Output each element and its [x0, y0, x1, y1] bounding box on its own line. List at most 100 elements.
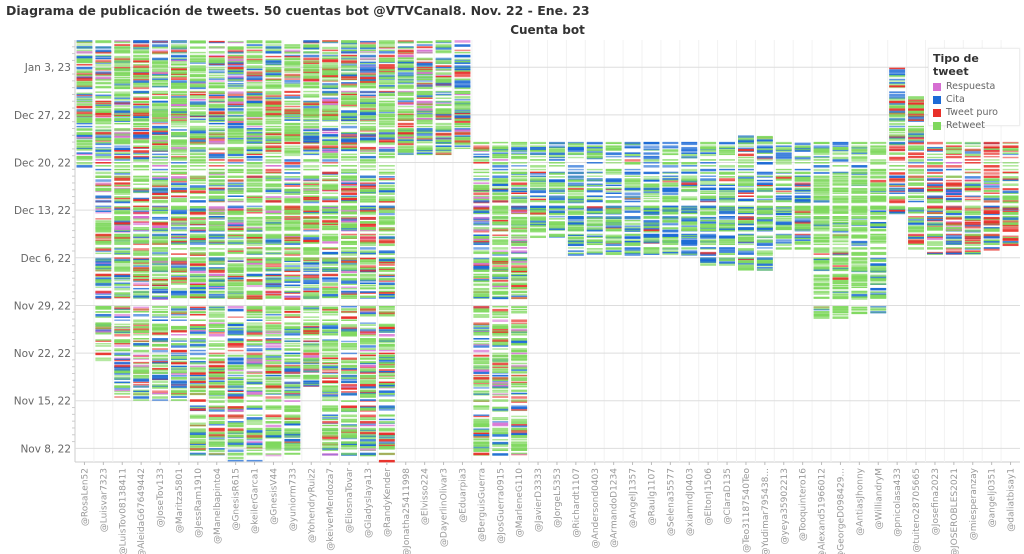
tweet-mark [284, 270, 301, 273]
tweet-mark [492, 183, 509, 186]
tweet-mark [341, 329, 357, 332]
tweet-mark [322, 354, 339, 358]
tweet-mark [511, 262, 528, 264]
tweet-mark [189, 101, 206, 103]
tweet-mark [322, 119, 339, 121]
tweet-mark [322, 210, 339, 213]
tweet-mark [378, 152, 395, 155]
tweet-mark [95, 212, 112, 214]
tweet-mark [171, 280, 187, 283]
tweet-mark [511, 273, 528, 276]
tweet-mark [303, 137, 320, 141]
tweet-mark [378, 135, 395, 138]
tweet-mark [246, 284, 263, 288]
tweet-mark [246, 40, 263, 43]
tweet-mark [341, 408, 357, 410]
tweet-mark [322, 277, 339, 279]
tweet-mark [114, 91, 131, 94]
tweet-mark [189, 62, 206, 64]
tweet-mark [133, 189, 150, 193]
tweet-mark [133, 150, 150, 153]
tweet-mark [171, 184, 187, 188]
tweet-mark [265, 453, 282, 455]
tweet-mark [360, 400, 376, 402]
tweet-mark [378, 192, 395, 195]
tweet-mark [133, 250, 150, 252]
tweet-mark [454, 140, 471, 143]
tweet-mark [152, 156, 168, 159]
tweet-mark [303, 306, 320, 310]
tweet-mark [511, 243, 528, 247]
tweet-mark [416, 101, 433, 104]
tweet-mark [152, 225, 168, 229]
tweet-mark [322, 128, 339, 131]
tweet-mark [492, 242, 509, 245]
tweet-mark [360, 250, 376, 253]
tweet-mark [303, 57, 320, 61]
tweet-mark [152, 82, 168, 85]
tweet-mark [284, 407, 301, 410]
tweet-mark [360, 308, 376, 311]
tweet-mark [284, 125, 301, 129]
tweet-mark [360, 207, 376, 211]
tweet-mark [265, 368, 282, 371]
tweet-mark [416, 66, 433, 69]
tweet-mark [208, 233, 225, 237]
tweet-mark [511, 184, 528, 187]
tweet-mark [114, 325, 131, 328]
x-tick-label: @GnesisR615 [232, 468, 242, 531]
tweet-mark [189, 447, 206, 449]
tweet-mark [303, 364, 320, 367]
tweet-mark [341, 385, 357, 388]
tweet-mark [303, 46, 320, 48]
tweet-mark [322, 223, 339, 226]
tweet-mark [171, 370, 187, 374]
tweet-mark [246, 125, 263, 128]
tweet-mark [378, 250, 395, 253]
tweet-mark [227, 216, 244, 219]
tweet-mark [265, 145, 282, 148]
tweet-mark [133, 207, 150, 211]
tweet-mark [303, 168, 320, 171]
tweet-mark [152, 64, 168, 66]
tweet-mark [152, 329, 168, 332]
tweet-mark [454, 84, 471, 87]
tweet-mark [76, 142, 93, 146]
tweet-mark [265, 139, 282, 141]
tweet-mark [246, 430, 263, 433]
tweet-mark [397, 100, 414, 103]
tweet-mark [114, 65, 131, 67]
tweet-mark [303, 308, 320, 311]
tweet-mark [76, 72, 93, 75]
tweet-mark [76, 59, 93, 63]
tweet-mark [246, 290, 263, 293]
tweet-mark [322, 406, 339, 410]
tweet-mark [227, 207, 244, 210]
tweet-mark [341, 211, 357, 213]
tweet-mark [322, 225, 339, 228]
tweet-mark [246, 139, 263, 141]
tweet-mark [284, 122, 301, 126]
tweet-mark [95, 235, 112, 239]
tweet-mark [133, 183, 150, 185]
tweet-mark [189, 452, 206, 455]
tweet-mark [511, 216, 528, 219]
tweet-mark [492, 377, 509, 380]
tweet-mark [416, 46, 433, 48]
tweet-mark [189, 377, 206, 379]
tweet-mark [341, 54, 357, 57]
tweet-mark [171, 111, 187, 115]
tweet-mark [435, 93, 452, 96]
tweet-mark [171, 310, 187, 314]
tweet-mark [133, 369, 150, 372]
tweet-mark [341, 387, 357, 390]
tweet-mark [227, 99, 244, 102]
tweet-mark [284, 421, 301, 424]
tweet-mark [246, 96, 263, 99]
tweet-mark [152, 305, 168, 308]
tweet-mark [322, 196, 339, 199]
tweet-mark [341, 305, 357, 308]
tweet-mark [303, 292, 320, 294]
tweet-mark [473, 159, 490, 162]
tweet-mark [95, 219, 112, 222]
